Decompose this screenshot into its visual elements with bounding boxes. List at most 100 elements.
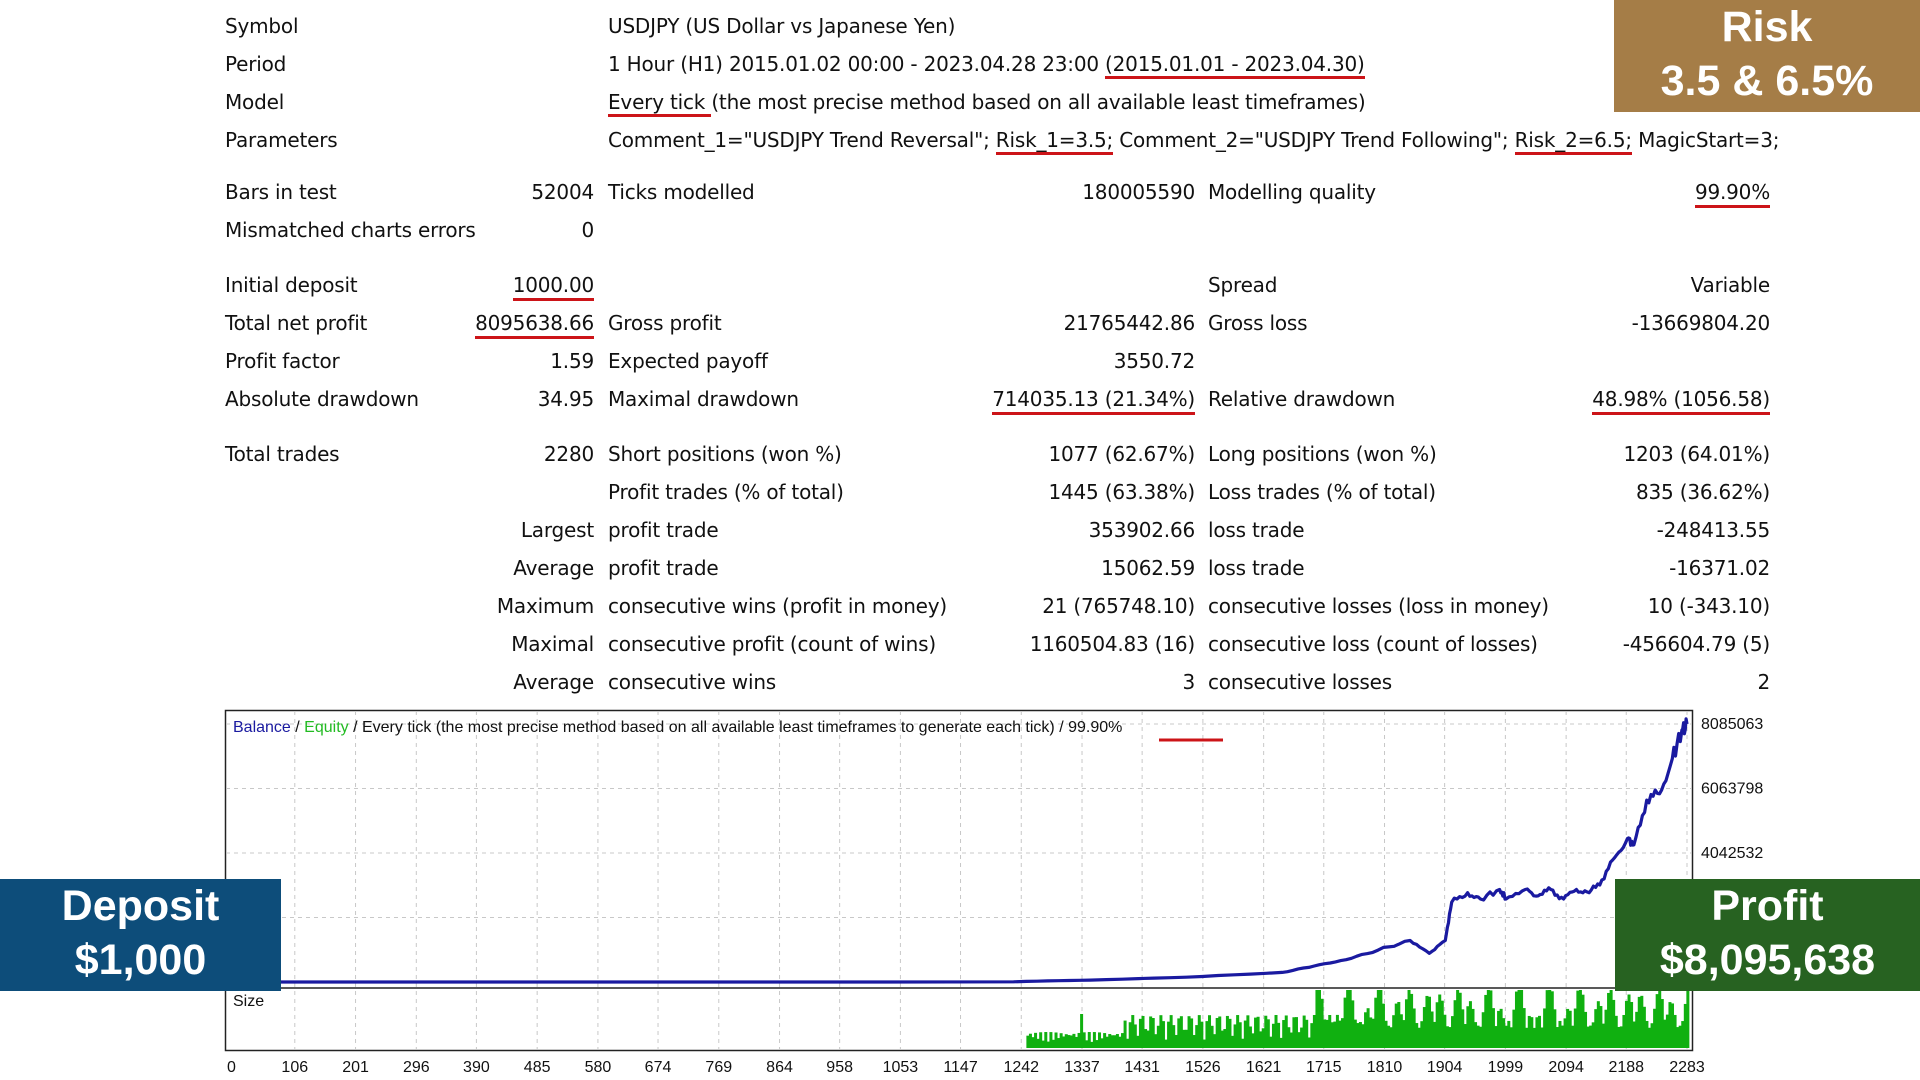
x-tick-label: 1431 bbox=[1124, 1059, 1160, 1076]
volume-bar bbox=[1438, 994, 1442, 1048]
volume-bar bbox=[1479, 1026, 1483, 1048]
volume-bar bbox=[1223, 1029, 1227, 1048]
volume-bar bbox=[1361, 1024, 1365, 1048]
volume-bar bbox=[1200, 1021, 1204, 1048]
volume-bar bbox=[1167, 1021, 1171, 1048]
volume-bar bbox=[1509, 1027, 1513, 1048]
volume-bar bbox=[1105, 1036, 1109, 1048]
legend-equity: Equity bbox=[304, 719, 348, 736]
volume-bar bbox=[1069, 1035, 1073, 1048]
volume-bar bbox=[1028, 1033, 1032, 1048]
volume-bar bbox=[1343, 997, 1347, 1048]
mismatch-value: 0 bbox=[581, 218, 594, 242]
total-trades-value: 2280 bbox=[543, 442, 594, 466]
profit-factor-label: Profit factor bbox=[225, 349, 340, 373]
volume-bar bbox=[1095, 1040, 1099, 1048]
quality-label: Modelling quality bbox=[1208, 180, 1376, 204]
volume-bar bbox=[1264, 1015, 1268, 1048]
volume-bar bbox=[1149, 1016, 1153, 1048]
volume-bar bbox=[1417, 1027, 1421, 1048]
legend-sep: / bbox=[291, 719, 304, 736]
volume-bar bbox=[1036, 1038, 1040, 1048]
volume-bar bbox=[1310, 1023, 1314, 1048]
deposit-title: Deposit bbox=[61, 882, 220, 930]
x-tick-label: 864 bbox=[766, 1059, 793, 1076]
volume-bar bbox=[1144, 1029, 1148, 1048]
volume-bar bbox=[1123, 1020, 1127, 1048]
volume-bar bbox=[1512, 1009, 1516, 1048]
volume-bar bbox=[1312, 1015, 1316, 1048]
volume-bar bbox=[1026, 1035, 1030, 1048]
volume-bar bbox=[1668, 1002, 1672, 1048]
volume-bar bbox=[1563, 1018, 1567, 1048]
net-profit-value: 8095638.66 bbox=[475, 311, 594, 339]
volume-bar bbox=[1289, 1032, 1293, 1048]
volume-bar bbox=[1261, 1028, 1265, 1048]
volume-bar bbox=[1057, 1038, 1061, 1048]
symbol-label: Symbol bbox=[225, 14, 299, 38]
volume-bar bbox=[1410, 993, 1414, 1048]
volume-bar bbox=[1039, 1032, 1043, 1048]
short-positions-value: 1077 (62.67%) bbox=[1048, 442, 1195, 466]
legend-quality: 99.90% bbox=[1068, 719, 1122, 736]
volume-bar bbox=[1676, 1027, 1680, 1048]
parameters-label: Parameters bbox=[225, 128, 338, 152]
risk-title: Risk bbox=[1721, 3, 1813, 51]
volume-bar bbox=[1530, 1017, 1534, 1048]
volume-bar bbox=[1553, 1009, 1557, 1048]
volume-bar bbox=[1550, 991, 1554, 1048]
volume-bar bbox=[1110, 1035, 1114, 1048]
volume-bar bbox=[1376, 990, 1380, 1048]
parameter-segment-2: Comment_2="USDJPY Trend Following"; bbox=[1113, 128, 1515, 152]
volume-bar bbox=[1647, 1027, 1651, 1048]
model-description: (the most precise method based on all av… bbox=[711, 90, 1366, 114]
volume-bar bbox=[1049, 1032, 1053, 1048]
x-tick-label: 1337 bbox=[1064, 1059, 1100, 1076]
volume-bar bbox=[1594, 1009, 1598, 1048]
avg-cons-losses-label: consecutive losses bbox=[1208, 670, 1392, 694]
volume-bar bbox=[1215, 1017, 1219, 1048]
expected-payoff-label: Expected payoff bbox=[608, 349, 768, 373]
volume-bar bbox=[1489, 990, 1493, 1048]
volume-bar bbox=[1195, 1025, 1199, 1048]
volume-bar bbox=[1154, 1034, 1158, 1048]
volume-bar bbox=[1404, 999, 1408, 1048]
volume-bar bbox=[1440, 1000, 1444, 1048]
x-tick-label: 296 bbox=[403, 1059, 430, 1076]
absolute-drawdown-label: Absolute drawdown bbox=[225, 387, 419, 411]
volume-bar bbox=[1545, 990, 1549, 1048]
volume-bar bbox=[1663, 1019, 1667, 1048]
volume-bar bbox=[1614, 1015, 1618, 1048]
volume-bar bbox=[1622, 1014, 1626, 1048]
volume-bar bbox=[1113, 1035, 1117, 1048]
volume-bar bbox=[1335, 1014, 1339, 1048]
volume-bar bbox=[1259, 1031, 1263, 1048]
y-tick-label: 8085063 bbox=[1701, 716, 1763, 733]
volume-bars bbox=[1026, 990, 1690, 1048]
volume-bar bbox=[1284, 1015, 1288, 1048]
gross-profit-label: Gross profit bbox=[608, 311, 722, 335]
volume-bar bbox=[1121, 1033, 1125, 1048]
period-value: 1 Hour (H1) 2015.01.02 00:00 - 2023.04.2… bbox=[608, 52, 1365, 79]
volume-bar bbox=[1402, 1020, 1406, 1048]
volume-bar bbox=[1609, 990, 1613, 1048]
deposit-badge: Deposit $1,000 bbox=[0, 879, 281, 991]
profit-title: Profit bbox=[1711, 882, 1824, 930]
volume-bar bbox=[1532, 1027, 1536, 1048]
volume-bar bbox=[1384, 1020, 1388, 1048]
volume-bar bbox=[1466, 1006, 1470, 1048]
volume-bar bbox=[1202, 1039, 1206, 1048]
volume-bar bbox=[1297, 1032, 1301, 1048]
volume-bar bbox=[1612, 999, 1616, 1048]
average-loss-value: -16371.02 bbox=[1669, 556, 1770, 580]
symbol-value: USDJPY (US Dollar vs Japanese Yen) bbox=[608, 14, 956, 38]
volume-bar bbox=[1323, 1019, 1327, 1048]
volume-bar bbox=[1494, 1026, 1498, 1048]
volume-bar bbox=[1197, 1015, 1201, 1048]
volume-bar bbox=[1246, 1015, 1250, 1048]
chart-frame bbox=[224, 709, 1694, 1052]
volume-bar bbox=[1192, 1035, 1196, 1048]
volume-bar bbox=[1187, 1016, 1191, 1048]
volume-bar bbox=[1177, 1018, 1181, 1048]
spread-label: Spread bbox=[1208, 273, 1278, 297]
